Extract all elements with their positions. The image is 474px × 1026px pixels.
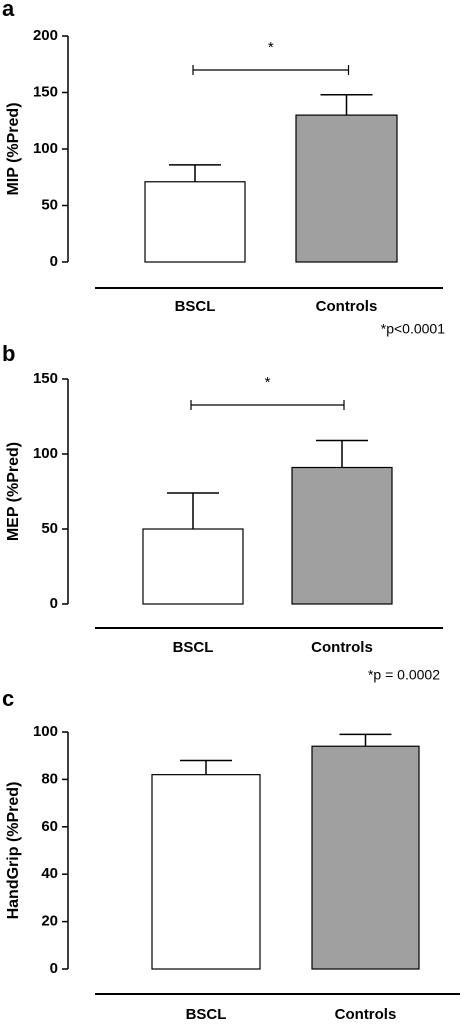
- y-tick-label: 150: [33, 370, 58, 387]
- y-tick-label: 100: [33, 445, 58, 462]
- x-tick-label: Controls: [316, 298, 378, 315]
- bar: [144, 181, 246, 263]
- y-tick-label: 80: [41, 770, 58, 787]
- y-tick-label: 50: [41, 196, 58, 213]
- p-value-note: *p = 0.0002: [368, 667, 440, 683]
- y-tick-label: 100: [33, 140, 58, 157]
- y-axis-label: MIP (%Pred): [5, 102, 22, 195]
- panel-label: a: [2, 0, 15, 21]
- x-tick-label: BSCL: [186, 1006, 227, 1023]
- y-axis-label: MEP (%Pred): [5, 442, 22, 541]
- y-tick-label: 100: [33, 723, 58, 740]
- x-tick-label: BSCL: [175, 298, 216, 315]
- y-axis-label: HandGrip (%Pred): [5, 782, 22, 920]
- y-tick-label: 0: [50, 595, 58, 612]
- sig-star: *: [268, 39, 274, 56]
- bar: [295, 114, 398, 263]
- x-tick-label: Controls: [311, 639, 373, 656]
- p-value-note: *p<0.0001: [381, 321, 445, 337]
- y-tick-label: 50: [41, 520, 58, 537]
- y-tick-label: 20: [41, 913, 58, 930]
- panel-label: b: [2, 341, 15, 366]
- panel-label: c: [2, 686, 14, 711]
- y-tick-label: 0: [50, 253, 58, 270]
- x-tick-label: Controls: [335, 1006, 397, 1023]
- y-tick-label: 40: [41, 865, 58, 882]
- y-tick-label: 150: [33, 83, 58, 100]
- y-tick-label: 0: [50, 960, 58, 977]
- y-tick-label: 60: [41, 818, 58, 835]
- x-tick-label: BSCL: [173, 639, 214, 656]
- bar: [291, 466, 393, 605]
- sig-star: *: [265, 374, 271, 391]
- bar: [142, 528, 244, 605]
- y-tick-label: 200: [33, 27, 58, 44]
- bar: [151, 774, 261, 970]
- bar: [311, 745, 420, 970]
